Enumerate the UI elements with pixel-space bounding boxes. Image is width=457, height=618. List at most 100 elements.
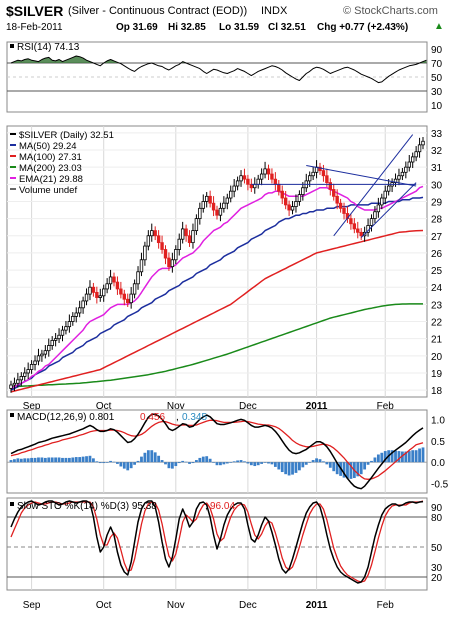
trendline: [360, 182, 417, 238]
price-bar-body: [215, 209, 219, 216]
price-bar-body: [369, 218, 374, 226]
price-bar-body: [194, 218, 199, 232]
price-bar-body: [187, 235, 192, 244]
price-bar-body: [150, 230, 154, 237]
macd-histogram-bar: [383, 451, 387, 463]
macd-histogram-bar: [81, 456, 85, 463]
price-bar-body: [132, 283, 137, 295]
macd-histogram-bar: [256, 462, 260, 466]
price-bar-body: [74, 312, 78, 317]
sto-k-line: [10, 500, 424, 584]
price-bar-body: [143, 245, 147, 261]
price-tick-label: 24: [431, 283, 443, 294]
price-bar-body: [139, 259, 144, 273]
price-bar-body: [380, 197, 384, 206]
macd-histogram-bar: [394, 450, 397, 463]
macd-histogram-bar: [88, 455, 92, 463]
macd-histogram-bar: [222, 462, 226, 465]
sto-panel-frame: [6, 497, 428, 591]
macd-histogram-bar: [78, 457, 82, 463]
rsi-tick-label: 30: [431, 87, 443, 98]
macd-signal-line: [10, 419, 424, 480]
macd-histogram-bar: [366, 462, 370, 465]
chart-date: 18-Feb-2011: [6, 22, 63, 33]
macd-histogram-bar: [133, 462, 136, 465]
price-bar-body: [383, 190, 387, 199]
rsi-legend: RSI(14) 74.13: [17, 42, 80, 53]
price-tick-label: 25: [431, 266, 443, 277]
price-bar-body: [9, 384, 13, 389]
price-bar-body: [211, 202, 216, 211]
trendline: [333, 134, 414, 237]
price-bar-body: [235, 180, 240, 187]
macd-histogram-bar: [277, 462, 281, 470]
price-bar-body: [108, 276, 113, 285]
macd-histogram-bar: [43, 457, 47, 463]
macd-histogram-bar: [174, 462, 178, 467]
price-bar-body: [338, 202, 343, 209]
price-legend-entry: MA(50) 29.24: [19, 141, 77, 152]
macd-histogram-bar: [198, 457, 202, 463]
price-bar-body: [77, 307, 82, 314]
macd-histogram-bar: [219, 462, 222, 466]
price-bar-body: [67, 321, 72, 328]
price-tick-label: 19: [431, 369, 443, 380]
price-tick-label: 33: [431, 129, 443, 140]
price-bar-body: [180, 228, 185, 240]
price-legend-entry: MA(100) 27.31: [19, 152, 82, 163]
price-bar-body: [126, 298, 130, 304]
macd-histogram-bar: [143, 452, 147, 463]
macd-histogram-bar: [126, 462, 130, 471]
macd-histogram-bar: [153, 452, 157, 463]
macd-histogram-bar: [225, 462, 229, 464]
macd-histogram-bar: [33, 457, 37, 463]
price-bar-body: [376, 204, 381, 213]
macd-tick-label: 1.0: [431, 415, 445, 426]
sto-legend-separator: ,: [205, 501, 208, 512]
macd-histogram-bar: [346, 462, 349, 479]
macd-histogram-bar: [301, 462, 305, 468]
sto-x-tick-label: 2011: [306, 600, 328, 611]
macd-tick-label: 0.5: [431, 437, 445, 448]
price-bar-body: [191, 230, 195, 244]
sto-x-tick-label: Dec: [239, 600, 257, 611]
macd-histogram-bar: [304, 462, 308, 465]
macd-histogram-bar: [267, 462, 270, 464]
up-arrow-icon: ▲: [434, 21, 444, 32]
price-x-tick-label: Dec: [239, 401, 257, 412]
price-tick-label: 28: [431, 215, 443, 226]
price-bar-body: [404, 166, 408, 173]
price-bar-body: [208, 195, 212, 204]
price-bar-body: [16, 379, 20, 384]
price-bar-body: [294, 201, 298, 208]
price-bar-body: [102, 288, 106, 297]
price-bar-body: [204, 195, 209, 202]
macd-histogram-bar: [136, 460, 140, 463]
macd-histogram-bar: [390, 450, 394, 463]
price-bar-body: [249, 183, 254, 189]
macd-histogram-bar: [328, 462, 332, 468]
macd-histogram-bar: [407, 451, 411, 463]
price-x-tick-label: Nov: [167, 401, 185, 412]
price-bar-body: [71, 315, 75, 322]
price-bar-body: [136, 271, 140, 285]
price-bar-body: [50, 339, 54, 346]
macd-histogram-bar: [270, 462, 274, 465]
macd-histogram-bar: [13, 459, 16, 463]
price-bar-body: [174, 249, 178, 261]
price-bar-body: [222, 202, 226, 209]
macd-histogram-bar: [129, 462, 133, 469]
macd-histogram-bar: [232, 461, 236, 463]
sto-legend-swatch: [10, 502, 14, 506]
macd-histogram-bar: [54, 457, 58, 463]
price-x-tick-label: Feb: [377, 401, 395, 412]
price-tick-label: 22: [431, 318, 443, 329]
price-bar-body: [410, 156, 415, 163]
macd-histogram-bar: [188, 462, 191, 464]
sto-legend: Slow STO %K(14) %D(3) 95.38: [17, 501, 157, 512]
price-bar-body: [47, 345, 51, 352]
macd-histogram-bar: [92, 458, 95, 463]
macd-histogram-bar: [215, 462, 219, 466]
price-tick-label: 23: [431, 300, 443, 311]
price-bar-body: [232, 185, 236, 192]
